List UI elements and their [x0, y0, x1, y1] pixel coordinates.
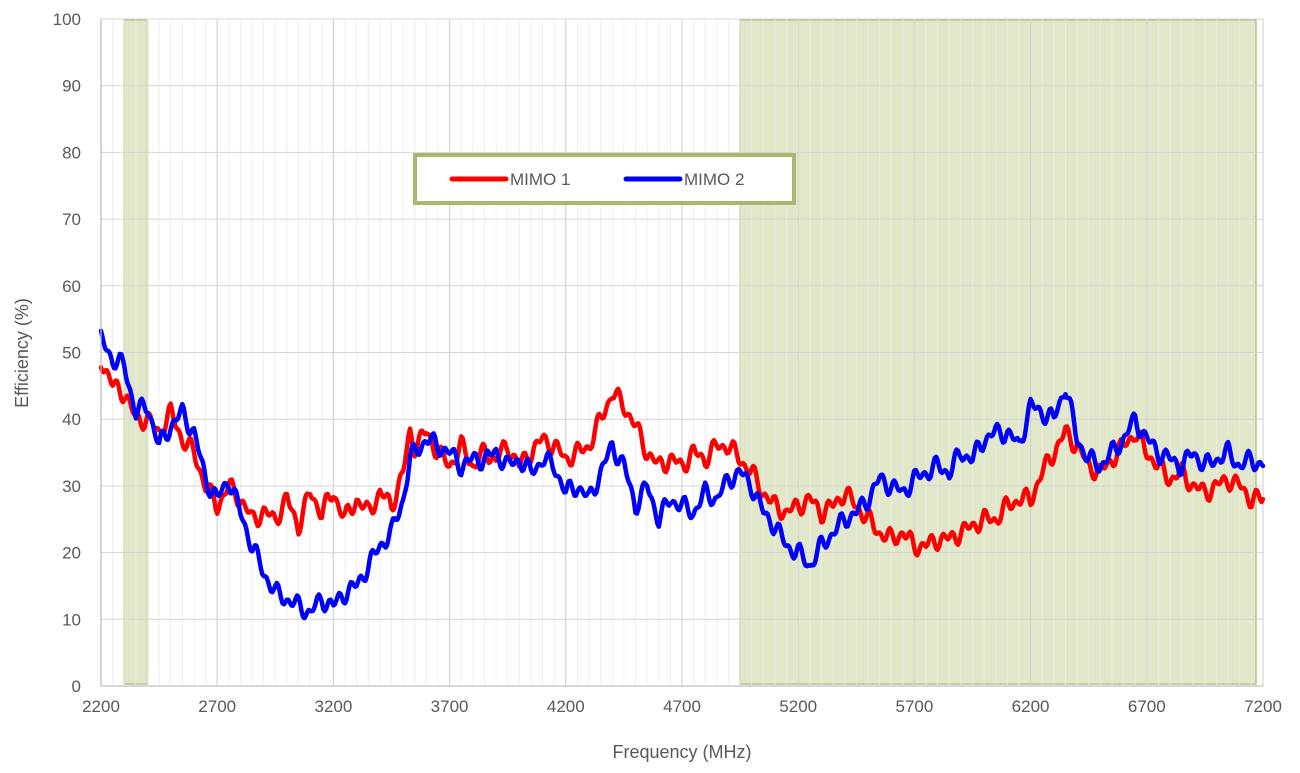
y-tick-label: 90 — [62, 77, 81, 96]
x-tick-label: 7200 — [1244, 697, 1282, 716]
x-tick-label: 6200 — [1012, 697, 1050, 716]
x-tick-label: 4700 — [663, 697, 701, 716]
x-tick-label: 3700 — [431, 697, 469, 716]
y-tick-label: 60 — [62, 277, 81, 296]
y-tick-label: 70 — [62, 210, 81, 229]
x-axis-title: Frequency (MHz) — [612, 742, 751, 762]
legend: MIMO 1 MIMO 2 — [413, 153, 796, 205]
x-tick-label: 6700 — [1128, 697, 1166, 716]
y-tick-label: 10 — [62, 610, 81, 629]
y-tick-label: 100 — [53, 10, 81, 29]
y-tick-label: 20 — [62, 544, 81, 563]
y-tick-label: 30 — [62, 477, 81, 496]
x-tick-label: 5200 — [779, 697, 817, 716]
x-tick-label: 3200 — [314, 697, 352, 716]
x-tick-label: 2200 — [82, 697, 120, 716]
series-line-mimo-2 — [98, 328, 1266, 621]
x-tick-label: 4200 — [547, 697, 585, 716]
x-tick-label: 2700 — [198, 697, 236, 716]
tick-labels: 2200 2700 3200 3700 4200 4700 5200 5700 6200 6700… — [53, 10, 1282, 716]
data-series — [98, 328, 1266, 621]
y-tick-label: 0 — [72, 677, 81, 696]
y-axis-title: Efficiency (%) — [12, 298, 32, 408]
y-tick-label: 50 — [62, 344, 81, 363]
x-tick-label: 5700 — [895, 697, 933, 716]
legend-label-mimo-2: MIMO 2 — [684, 170, 744, 189]
gridlines — [100, 18, 1264, 687]
legend-label-mimo-1: MIMO 1 — [510, 170, 570, 189]
axes — [100, 19, 1263, 687]
y-tick-label: 40 — [62, 410, 81, 429]
y-tick-label: 80 — [62, 143, 81, 162]
series-line-mimo-1 — [98, 365, 1266, 558]
